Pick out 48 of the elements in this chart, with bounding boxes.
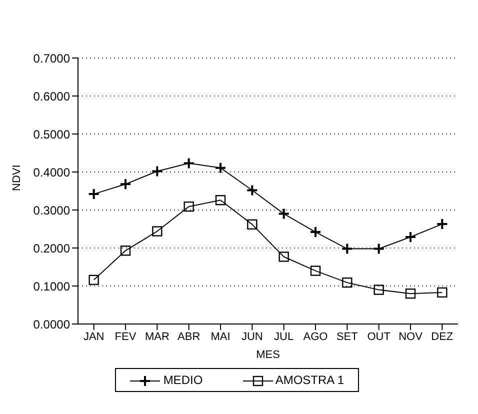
legend-label: MEDIO [162,373,203,387]
x-tick-label: MAR [144,330,170,343]
y-tick-label: 0.5000 [33,127,70,142]
point [436,218,448,230]
point [182,157,195,170]
y-tick-label: 0.3000 [33,203,70,218]
point [310,226,322,238]
x-tick-label: JAN [83,330,104,343]
point [372,242,385,255]
point [278,208,290,220]
y-axis-title: NDVI [10,164,23,191]
y-tick-label: 0.2000 [33,241,70,256]
x-tick-label: MAI [210,330,230,343]
point [341,242,354,255]
x-tick-label: DEZ [431,330,454,343]
x-tick-label: NOV [398,330,424,343]
point [120,178,132,190]
x-axis-title: MES [256,349,280,361]
point [374,284,384,295]
point [214,162,226,174]
point [437,287,448,298]
x-tick-label: SET [336,330,358,343]
x-tick-label: FEV [114,330,137,343]
point [184,201,194,212]
point [88,188,100,200]
x-tick-label: JUL [274,330,294,343]
y-tick-label: 0.6000 [33,89,70,104]
point [404,230,416,243]
point [215,195,226,206]
point [88,274,99,286]
point [247,219,258,230]
x-tick-label: OUT [367,330,391,343]
point [310,266,321,276]
legend-label: AMOSTRA 1 [274,373,344,387]
y-tick-label: 0.1000 [33,279,70,294]
x-tick-label: ABR [178,330,200,343]
point [342,277,352,288]
point [152,226,162,236]
point [120,246,131,256]
x-tick-label: JUN [241,330,263,343]
point [246,184,258,196]
y-tick-label: 0.7000 [33,51,70,66]
point [278,252,289,262]
y-tick-label: 0.0000 [33,317,70,332]
point [151,165,164,178]
point [405,288,416,299]
y-tick-label: 0.4000 [33,165,70,180]
x-tick-label: AGO [303,330,328,343]
